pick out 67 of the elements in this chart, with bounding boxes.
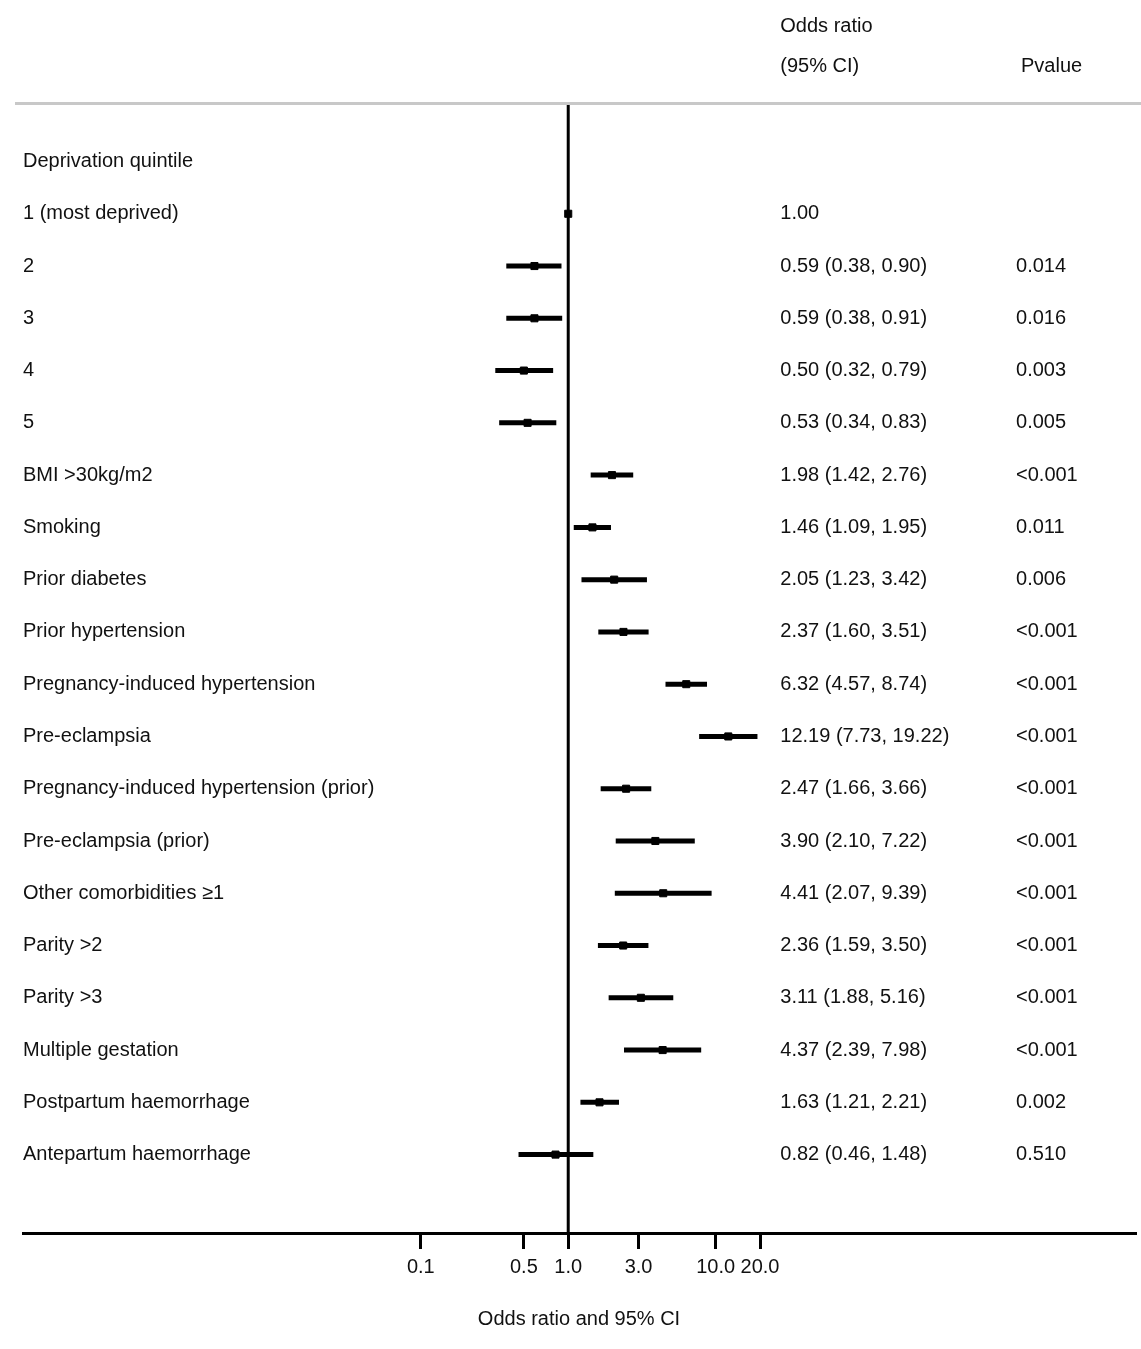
y-tick-label: 2	[23, 253, 35, 276]
annotation: <0.001	[1016, 1037, 1078, 1060]
annotation: 0.005	[1016, 410, 1067, 433]
annotation: 0.006	[1016, 567, 1067, 590]
annotation: 1.46 (1.09, 1.95)	[780, 514, 928, 537]
annotation: <0.001	[1016, 619, 1078, 642]
y-tick-label: Pre-eclampsia (prior)	[23, 828, 210, 851]
annotation: 6.32 (4.57, 8.74)	[780, 671, 928, 694]
text: Odds ratio	[780, 13, 873, 36]
annotation: 1.98 (1.42, 2.76)	[780, 462, 928, 485]
annotation: 2.05 (1.23, 3.42)	[780, 567, 928, 590]
text: Pvalue	[1021, 53, 1083, 76]
y-tick-label: Deprivation quintile	[23, 149, 194, 172]
annotation: 1.63 (1.21, 2.21)	[780, 1089, 928, 1112]
annotation: 0.53 (0.34, 0.83)	[780, 410, 928, 433]
x-tick-label: 10.0	[696, 1254, 736, 1277]
annotation: <0.001	[1016, 776, 1078, 799]
annotation: <0.001	[1016, 671, 1078, 694]
annotation: 4.41 (2.07, 9.39)	[780, 880, 928, 903]
y-tick-label: 5	[23, 410, 35, 433]
annotation: 2.47 (1.66, 3.66)	[780, 776, 928, 799]
annotation: 3.90 (2.10, 7.22)	[780, 828, 928, 851]
y-tick-label: Pregnancy-induced hypertension (prior)	[23, 776, 375, 799]
annotation: <0.001	[1016, 723, 1078, 746]
annotation: 0.59 (0.38, 0.90)	[780, 253, 928, 276]
y-tick-label: Pregnancy-induced hypertension	[23, 671, 316, 694]
x-tick-label: 3.0	[624, 1254, 653, 1277]
annotation: <0.001	[1016, 933, 1078, 956]
annotation: 0.59 (0.38, 0.91)	[780, 305, 928, 328]
annotation: 0.003	[1016, 358, 1067, 381]
x-tick-label: 0.1	[406, 1254, 435, 1277]
y-tick-label: Pre-eclampsia	[23, 723, 152, 746]
annotation: 0.50 (0.32, 0.79)	[780, 358, 928, 381]
y-tick-label: Postpartum haemorrhage	[23, 1089, 250, 1112]
y-tick-label: Antepartum haemorrhage	[23, 1142, 251, 1165]
y-tick-label: Parity >3	[23, 985, 103, 1008]
y-tick-label: Other comorbidities ≥1	[23, 880, 225, 903]
annotation: <0.001	[1016, 462, 1078, 485]
y-tick-label: Parity >2	[23, 933, 103, 956]
annotation: <0.001	[1016, 828, 1078, 851]
annotation: 0.011	[1016, 514, 1065, 537]
y-tick-label: Prior diabetes	[23, 567, 147, 590]
y-tick-label: BMI >30kg/m2	[23, 462, 153, 485]
y-tick-label: Prior hypertension	[23, 619, 186, 642]
annotation: 1.00	[780, 201, 820, 224]
annotation: 0.016	[1016, 305, 1067, 328]
annotation: 0.82 (0.46, 1.48)	[780, 1142, 928, 1165]
text: (95% CI)	[780, 53, 860, 76]
y-tick-label: 1 (most deprived)	[23, 201, 179, 224]
annotation: <0.001	[1016, 985, 1078, 1008]
x-tick-label: 0.5	[509, 1254, 538, 1277]
annotation: 2.36 (1.59, 3.50)	[780, 933, 928, 956]
y-tick-label: 4	[23, 358, 35, 381]
y-tick-label: Smoking	[23, 514, 101, 537]
annotation: 4.37 (2.39, 7.98)	[780, 1037, 928, 1060]
y-tick-label: Multiple gestation	[23, 1037, 179, 1060]
x-axis-title: Odds ratio and 95% CI	[477, 1306, 681, 1329]
annotation: 0.014	[1016, 253, 1067, 276]
annotation: 12.19 (7.73, 19.22)	[780, 723, 950, 746]
annotation: 2.37 (1.60, 3.51)	[780, 619, 928, 642]
annotation: 0.510	[1016, 1142, 1067, 1165]
x-tick-label: 20.0	[740, 1254, 780, 1277]
annotation: 3.11 (1.88, 5.16)	[780, 985, 926, 1008]
annotation: 0.002	[1016, 1089, 1067, 1112]
annotation: <0.001	[1016, 880, 1078, 903]
y-tick-label: 3	[23, 305, 35, 328]
x-tick-label: 1.0	[554, 1254, 583, 1277]
